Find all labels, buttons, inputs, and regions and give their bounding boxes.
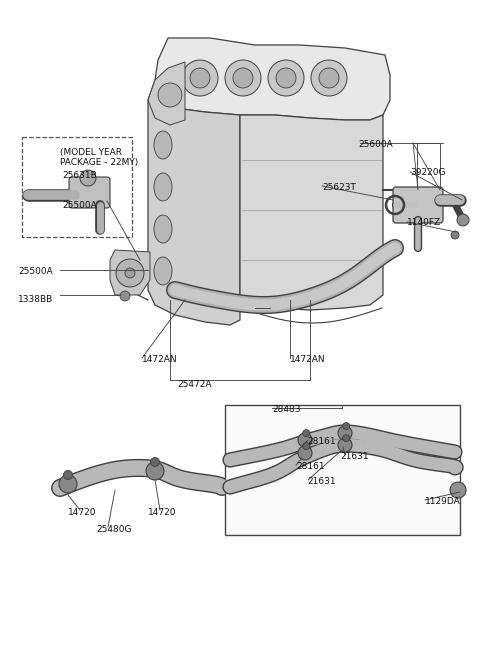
Polygon shape [155,38,390,120]
Ellipse shape [154,215,172,243]
Text: 1140FZ: 1140FZ [407,218,441,227]
Circle shape [319,68,339,88]
FancyBboxPatch shape [393,187,443,223]
Circle shape [146,462,164,480]
Text: 25472A: 25472A [178,380,212,389]
Circle shape [233,68,253,88]
Text: 39220G: 39220G [410,168,445,177]
Circle shape [457,214,469,226]
Text: 1472AN: 1472AN [290,355,325,364]
Ellipse shape [154,173,172,201]
Circle shape [225,60,261,96]
Text: 1338BB: 1338BB [18,295,53,304]
Circle shape [311,60,347,96]
Bar [225,405,460,535]
Text: 25480G: 25480G [96,525,132,534]
Circle shape [116,259,144,287]
Circle shape [190,68,210,88]
Circle shape [63,470,72,480]
Circle shape [276,68,296,88]
Bar [22,137,132,237]
Polygon shape [110,250,150,295]
Text: 28483: 28483 [272,405,300,414]
Circle shape [298,446,312,460]
Circle shape [158,83,182,107]
Circle shape [59,475,77,493]
Text: 25623T: 25623T [322,183,356,192]
Circle shape [298,433,312,447]
Text: 14720: 14720 [148,508,177,517]
Circle shape [120,291,130,301]
Circle shape [338,438,352,452]
Text: 14720: 14720 [68,508,96,517]
Text: 21631: 21631 [340,452,369,461]
Text: 25600A: 25600A [358,140,393,149]
Text: PACKAGE - 22MY): PACKAGE - 22MY) [60,158,138,167]
Text: 25500A: 25500A [18,267,53,276]
Text: 28161: 28161 [307,437,336,446]
Circle shape [451,231,459,239]
Text: 25500A: 25500A [62,201,97,210]
Text: (MODEL YEAR: (MODEL YEAR [60,148,122,157]
Circle shape [303,443,310,449]
Circle shape [343,422,350,430]
Circle shape [343,435,350,441]
Text: 1472AN: 1472AN [142,355,178,364]
Text: 21631: 21631 [307,477,336,486]
Ellipse shape [154,257,172,285]
Circle shape [182,60,218,96]
Text: 25631B: 25631B [62,171,97,180]
Circle shape [450,482,466,498]
Circle shape [80,170,96,186]
FancyBboxPatch shape [69,177,110,208]
Polygon shape [240,115,383,310]
Polygon shape [148,62,185,125]
Text: 28161: 28161 [296,462,324,471]
Ellipse shape [154,131,172,159]
Text: 1129DA: 1129DA [425,497,461,506]
Circle shape [268,60,304,96]
Polygon shape [148,80,240,325]
Circle shape [125,268,135,278]
Circle shape [303,430,310,437]
Circle shape [338,426,352,440]
Circle shape [151,457,159,466]
